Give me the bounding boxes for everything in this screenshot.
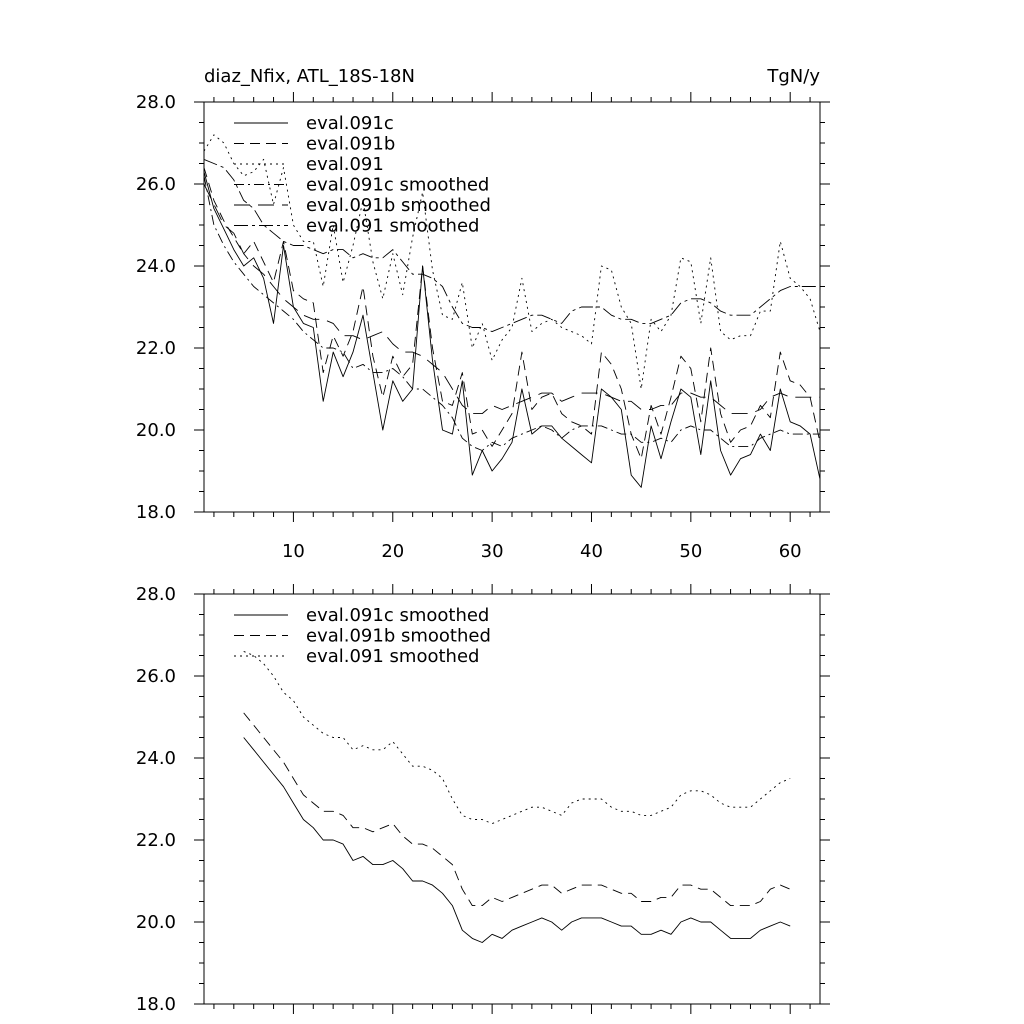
chart-title: diaz_Nfix, ATL_18S-18N — [204, 66, 415, 87]
y-tick-label: 24.0 — [136, 256, 176, 277]
y-tick-label: 20.0 — [136, 912, 176, 933]
legend-label: eval.091 smoothed — [306, 646, 479, 667]
legend-label: eval.091 — [306, 154, 384, 175]
bottom-series-lines — [243, 650, 791, 943]
series-line — [203, 171, 821, 488]
series-line — [243, 737, 791, 943]
series-line — [243, 712, 791, 907]
y-tick-label: 24.0 — [136, 748, 176, 769]
series-line — [203, 175, 820, 451]
x-tick-label: 40 — [580, 541, 603, 562]
x-tick-label: 30 — [481, 541, 504, 562]
y-tick-label: 26.0 — [136, 174, 176, 195]
series-line — [203, 183, 820, 415]
legend-label: eval.091b smoothed — [306, 626, 491, 647]
x-tick-label: 20 — [381, 541, 404, 562]
y-tick-label: 28.0 — [136, 584, 176, 605]
series-line — [203, 158, 820, 333]
legend-label: eval.091c smoothed — [306, 605, 489, 626]
bottom-plot-frame — [203, 593, 821, 1005]
bottom-panel: 18.0 20.0 22.0 24.0 26.0 28.0 eval.091c smoot… — [136, 584, 830, 1015]
top-plot-frame — [203, 101, 821, 513]
units-label: TgN/y — [766, 66, 820, 87]
legend-label: eval.091c smoothed — [306, 175, 489, 196]
y-tick-label: 28.0 — [136, 92, 176, 113]
x-tick-label: 50 — [679, 541, 702, 562]
x-tick-label: 60 — [779, 541, 802, 562]
series-line — [243, 650, 791, 825]
legend-label: eval.091 smoothed — [306, 216, 479, 237]
series-line — [203, 167, 821, 460]
y-tick-label: 26.0 — [136, 666, 176, 687]
bottom-axis-ticks: 18.0 20.0 22.0 24.0 26.0 28.0 — [136, 584, 830, 1015]
top-axis-ticks: 18.0 20.0 22.0 24.0 26.0 28.0 10 20 30 40 50 60 — [136, 92, 830, 562]
y-tick-label: 22.0 — [136, 338, 176, 359]
y-tick-label: 22.0 — [136, 830, 176, 851]
top-panel: diaz_Nfix, ATL_18S-18N TgN/y 18.0 20.0 22.… — [136, 66, 830, 562]
y-tick-label: 18.0 — [136, 994, 176, 1015]
y-tick-label: 18.0 — [136, 502, 176, 523]
y-tick-label: 20.0 — [136, 420, 176, 441]
legend-label: eval.091b smoothed — [306, 195, 491, 216]
top-series-lines — [203, 134, 821, 488]
legend-label: eval.091b — [306, 134, 395, 155]
legend-label: eval.091c — [306, 113, 394, 134]
series-line — [203, 134, 821, 390]
x-tick-label: 10 — [282, 541, 305, 562]
